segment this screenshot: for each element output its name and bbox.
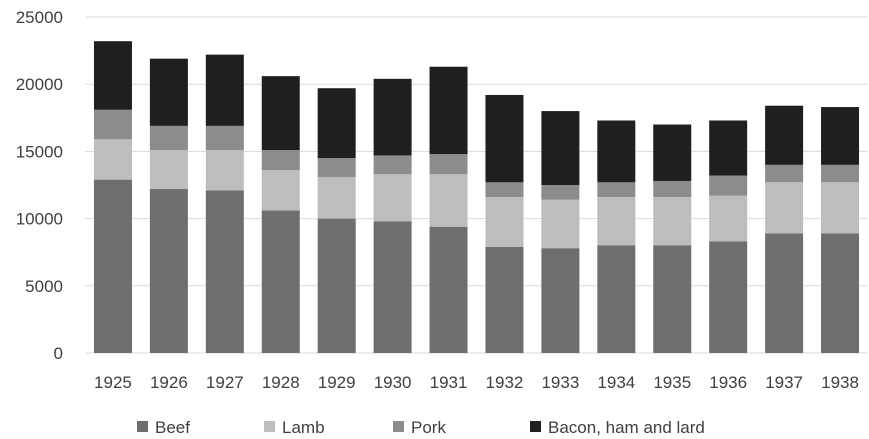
bar-segment-beef — [653, 245, 692, 353]
x-tick-label: 1935 — [653, 373, 691, 392]
bar-segment-lamb — [709, 195, 748, 242]
x-tick-label: 1926 — [150, 373, 188, 392]
bar-segment-pork — [373, 155, 412, 175]
bar-segment-pork — [429, 154, 468, 175]
legend-label: Bacon, ham and lard — [548, 418, 705, 437]
legend-label: Lamb — [282, 418, 325, 437]
bar-segment-pork — [205, 125, 244, 151]
bar-segment-bacon-ham-and-lard — [373, 78, 412, 156]
bar-segment-beef — [373, 221, 412, 353]
bar-segment-pork — [317, 158, 356, 177]
legend: Beef Lamb Pork Bacon, ham and lard — [137, 418, 705, 437]
bar-segment-lamb — [149, 150, 188, 190]
y-tick-label: 25000 — [16, 8, 63, 27]
x-tick-label: 1937 — [765, 373, 803, 392]
bar-segment-lamb — [765, 182, 804, 234]
bar-segment-pork — [93, 109, 132, 140]
bar-segment-pork — [765, 164, 804, 183]
gridlines — [85, 16, 868, 354]
bar-segment-bacon-ham-and-lard — [93, 41, 132, 110]
bar-segment-pork — [261, 150, 300, 171]
y-tick-label: 10000 — [16, 210, 63, 229]
bar-segment-bacon-ham-and-lard — [597, 120, 636, 183]
x-tick-label: 1928 — [262, 373, 300, 392]
bar-segment-bacon-ham-and-lard — [149, 58, 188, 126]
x-tick-label: 1936 — [709, 373, 747, 392]
bar-segment-bacon-ham-and-lard — [205, 54, 244, 126]
x-tick-label: 1925 — [94, 373, 132, 392]
bar-segment-bacon-ham-and-lard — [261, 76, 300, 151]
bar-segment-pork — [597, 182, 636, 198]
bar-segment-beef — [821, 233, 860, 353]
bar-segment-beef — [485, 246, 524, 353]
bar-segment-pork — [709, 175, 748, 196]
y-tick-label: 15000 — [16, 142, 63, 161]
bar-segment-pork — [541, 185, 580, 200]
bar-segment-beef — [429, 226, 468, 353]
legend-swatch — [137, 421, 148, 432]
bar-segment-pork — [653, 180, 692, 198]
bar-segment-bacon-ham-and-lard — [709, 120, 748, 176]
y-tick-label: 20000 — [16, 75, 63, 94]
y-axis: 0 5000 10000 15000 20000 25000 — [16, 8, 63, 363]
bar-segment-bacon-ham-and-lard — [653, 124, 692, 181]
x-tick-label: 1929 — [318, 373, 356, 392]
bar-segment-pork — [485, 182, 524, 198]
bar-segment-lamb — [205, 150, 244, 191]
bar-segment-lamb — [653, 197, 692, 246]
bar-segment-lamb — [485, 197, 524, 247]
bar-segment-bacon-ham-and-lard — [765, 105, 804, 165]
bar-segment-beef — [709, 241, 748, 353]
bar-segment-lamb — [429, 174, 468, 227]
bar-segment-lamb — [597, 197, 636, 246]
legend-swatch — [530, 421, 541, 432]
y-tick-label: 5000 — [25, 277, 63, 296]
bars — [93, 41, 860, 353]
bar-segment-beef — [541, 248, 580, 353]
legend-label: Beef — [155, 418, 190, 437]
bar-segment-beef — [261, 210, 300, 353]
bar-segment-lamb — [261, 170, 300, 211]
x-tick-label: 1931 — [430, 373, 468, 392]
x-tick-label: 1933 — [541, 373, 579, 392]
bar-segment-lamb — [821, 182, 860, 234]
bar-segment-beef — [765, 233, 804, 353]
x-tick-label: 1927 — [206, 373, 244, 392]
bar-segment-beef — [597, 245, 636, 353]
bar-segment-bacon-ham-and-lard — [821, 107, 860, 165]
bar-segment-beef — [149, 189, 188, 353]
legend-swatch — [264, 421, 275, 432]
x-tick-label: 1932 — [486, 373, 524, 392]
bar-segment-bacon-ham-and-lard — [485, 94, 524, 183]
bar-segment-beef — [317, 218, 356, 353]
bar-segment-bacon-ham-and-lard — [429, 66, 468, 155]
bar-segment-pork — [149, 125, 188, 151]
bar-segment-lamb — [373, 174, 412, 222]
y-tick-label: 0 — [54, 344, 63, 363]
x-tick-label: 1930 — [374, 373, 412, 392]
bar-segment-lamb — [541, 199, 580, 249]
legend-swatch — [393, 421, 404, 432]
bar-segment-pork — [821, 164, 860, 183]
bar-segment-lamb — [93, 139, 132, 180]
bar-segment-beef — [93, 179, 132, 353]
legend-label: Pork — [411, 418, 446, 437]
x-tick-label: 1938 — [821, 373, 859, 392]
bar-segment-beef — [205, 190, 244, 353]
x-axis: 1925 1926 1927 1928 1929 1930 1931 1932 1933 1934… — [94, 373, 859, 392]
bar-segment-bacon-ham-and-lard — [317, 88, 356, 159]
x-tick-label: 1934 — [597, 373, 635, 392]
bar-segment-bacon-ham-and-lard — [541, 111, 580, 185]
bar-segment-lamb — [317, 176, 356, 219]
